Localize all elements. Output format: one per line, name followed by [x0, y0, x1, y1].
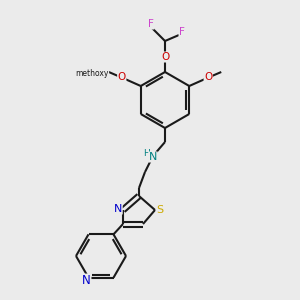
Text: O: O: [204, 72, 212, 82]
Text: O: O: [161, 52, 169, 62]
Text: F: F: [179, 27, 185, 37]
Text: N: N: [82, 274, 91, 287]
Text: S: S: [156, 205, 164, 215]
Text: H: H: [142, 149, 149, 158]
Text: F: F: [148, 19, 154, 29]
Text: methoxy: methoxy: [75, 70, 109, 79]
Text: N: N: [114, 204, 122, 214]
Text: N: N: [149, 152, 157, 162]
Text: O: O: [118, 72, 126, 82]
